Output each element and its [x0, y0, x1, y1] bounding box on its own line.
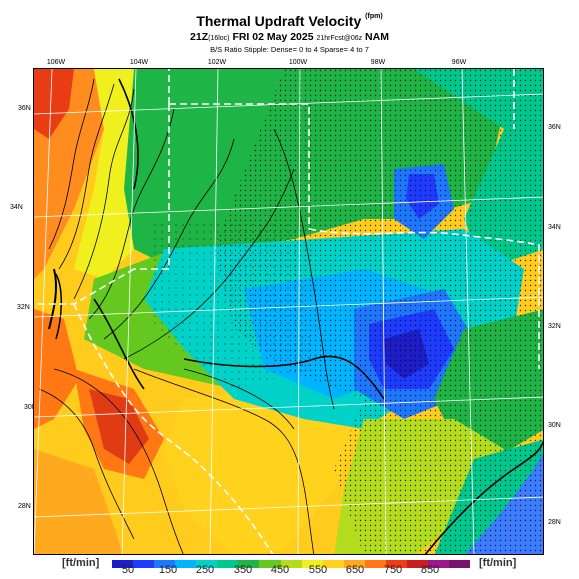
field-region	[34, 449, 124, 554]
state-borders	[34, 69, 540, 554]
border-line	[308, 228, 535, 245]
contour-line	[123, 168, 295, 360]
colorbar-tick: 550	[308, 564, 328, 576]
colorbar-swatch	[112, 560, 134, 568]
lat-label-right: 28N	[548, 519, 561, 526]
colorbar-swatch	[154, 560, 176, 568]
lat-label-right: 36N	[548, 124, 561, 131]
lat-label-left: 28N	[18, 503, 31, 510]
stipple-sparse	[154, 219, 314, 389]
grid-line	[461, 69, 475, 554]
colorbar-swatch	[301, 560, 323, 568]
colorbar-swatch	[364, 560, 386, 568]
colorbar-swatch	[217, 560, 239, 568]
contour-line	[183, 355, 385, 400]
contour-line	[273, 128, 335, 410]
thick-contours	[93, 78, 543, 554]
colorbar-swatch	[343, 560, 365, 568]
local-time: (16loc)	[208, 35, 230, 42]
colorbar-unit-left: [ft/min]	[62, 557, 100, 569]
lon-label: 102W	[207, 59, 227, 66]
grid-line	[34, 496, 543, 518]
grid-line	[34, 296, 543, 318]
colorbar-tick: 850	[420, 564, 440, 576]
grid-line	[34, 396, 543, 418]
border-line	[73, 303, 274, 554]
lat-label-left: 36N	[18, 105, 31, 112]
colorbar-tick: 250	[195, 564, 215, 576]
field-region	[34, 69, 74, 139]
contour-line	[73, 88, 135, 300]
colorbar-swatch	[133, 560, 155, 568]
grid-line	[34, 196, 543, 218]
lon-label: 100W	[288, 59, 308, 66]
contour-line	[88, 108, 175, 320]
colorbar-tick: 750	[383, 564, 403, 576]
title-unit: (fpm)	[365, 13, 383, 20]
colorbar-tick: 450	[270, 564, 290, 576]
colorbar	[112, 560, 471, 568]
stipple-note: B/S Ratio Stipple: Dense= 0 to 4 Sparse=…	[210, 45, 369, 54]
contour-line	[133, 368, 315, 554]
grid-line	[121, 69, 137, 554]
grid-line	[297, 69, 301, 554]
thermal-field-map	[34, 69, 543, 554]
contour-line	[183, 368, 295, 430]
map-panel	[33, 68, 544, 555]
colorbar-swatch	[427, 560, 449, 568]
lon-label: 104W	[129, 59, 149, 66]
field-region	[34, 309, 79, 429]
field-region	[164, 389, 364, 554]
grid-line	[34, 69, 53, 554]
contour-line	[48, 268, 58, 330]
border-line	[134, 104, 170, 270]
colorbar-swatch	[259, 560, 281, 568]
valid-date: FRI 02 May 2025	[232, 31, 314, 43]
colorbar-swatch	[196, 560, 218, 568]
contour-line	[103, 138, 235, 340]
colorbar-swatch	[406, 560, 428, 568]
lat-label-left: 30N	[24, 404, 37, 411]
lat-label-left: 34N	[10, 204, 23, 211]
terrain-contours	[38, 78, 335, 554]
colorbar-unit-right: [ft/min]	[479, 557, 517, 569]
valid-time: 21Z	[190, 31, 209, 43]
colorbar-tick: 350	[233, 564, 253, 576]
stipple-dense	[214, 69, 543, 554]
lat-lon-grid	[34, 69, 543, 554]
contour-line	[93, 298, 145, 390]
lat-label-right: 34N	[548, 224, 561, 231]
colorbar-swatch	[280, 560, 302, 568]
colorbar-tick: 50	[121, 564, 135, 576]
field-region	[89, 389, 149, 464]
lon-label: 98W	[370, 59, 386, 66]
contour-line	[58, 83, 115, 270]
colorbar-swatch	[175, 560, 197, 568]
contour-line	[118, 78, 139, 190]
colorbar-tick: 650	[345, 564, 365, 576]
lat-label-left: 32N	[17, 304, 30, 311]
colorbar-swatch	[322, 560, 344, 568]
model-run: 21hrFcst@06z	[316, 35, 363, 42]
colorbar-swatch	[385, 560, 407, 568]
lat-label-right: 30N	[548, 422, 561, 429]
map-subtitle: 21Z(16loc) FRI 02 May 2025 21hrFcst@06z …	[0, 31, 579, 43]
contour-line	[38, 388, 135, 540]
grid-line	[34, 93, 543, 115]
coastline	[424, 440, 543, 554]
lon-label: 96W	[451, 59, 467, 66]
map-title: Thermal Updraft Velocity (fpm)	[0, 13, 579, 29]
lon-label: 106W	[46, 59, 66, 66]
contour-line	[48, 78, 95, 250]
colorbar-swatch	[449, 560, 471, 568]
grid-line	[380, 69, 387, 554]
title-text: Thermal Updraft Velocity	[196, 13, 362, 29]
lat-label-right: 32N	[548, 323, 561, 330]
border-line	[169, 103, 310, 229]
colorbar-tick: 150	[158, 564, 178, 576]
contour-line	[53, 368, 184, 554]
colorbar-swatch	[238, 560, 260, 568]
grid-line	[209, 69, 219, 554]
model-name: NAM	[365, 31, 389, 43]
